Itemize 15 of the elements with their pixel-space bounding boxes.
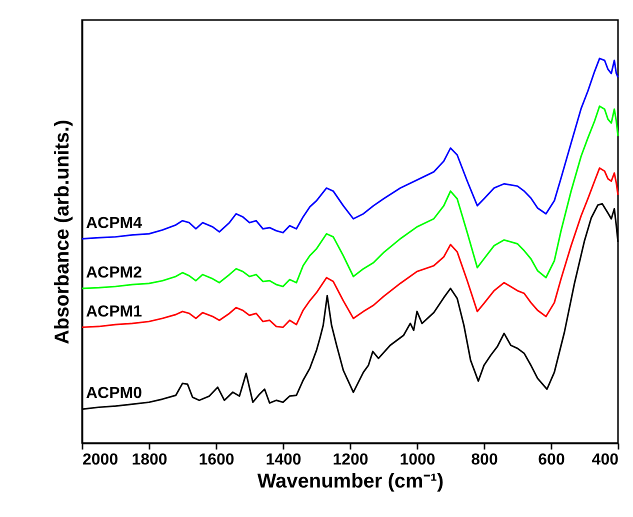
x-tick-label: 800 <box>471 452 498 468</box>
series-label: ACPM2 <box>86 264 142 282</box>
x-tick-label: 1400 <box>266 452 302 468</box>
x-tick-label: 1800 <box>132 452 168 468</box>
x-tick-label: 1200 <box>332 452 368 468</box>
x-tick-label: 600 <box>538 452 565 468</box>
x-tick-label: 1600 <box>198 452 234 468</box>
x-axis-title: Wavenumber (cm⁻¹) <box>257 470 444 492</box>
series-label: ACPM0 <box>86 385 142 402</box>
x-tick-label: 400 <box>592 452 619 468</box>
x-tick-label: 2000 <box>82 452 118 468</box>
y-axis-title: Absorbance (arb.units.) <box>52 120 74 344</box>
series-label: ACPM1 <box>86 303 142 320</box>
series-label: ACPM4 <box>86 214 142 232</box>
x-tick-label: 1000 <box>400 452 436 468</box>
